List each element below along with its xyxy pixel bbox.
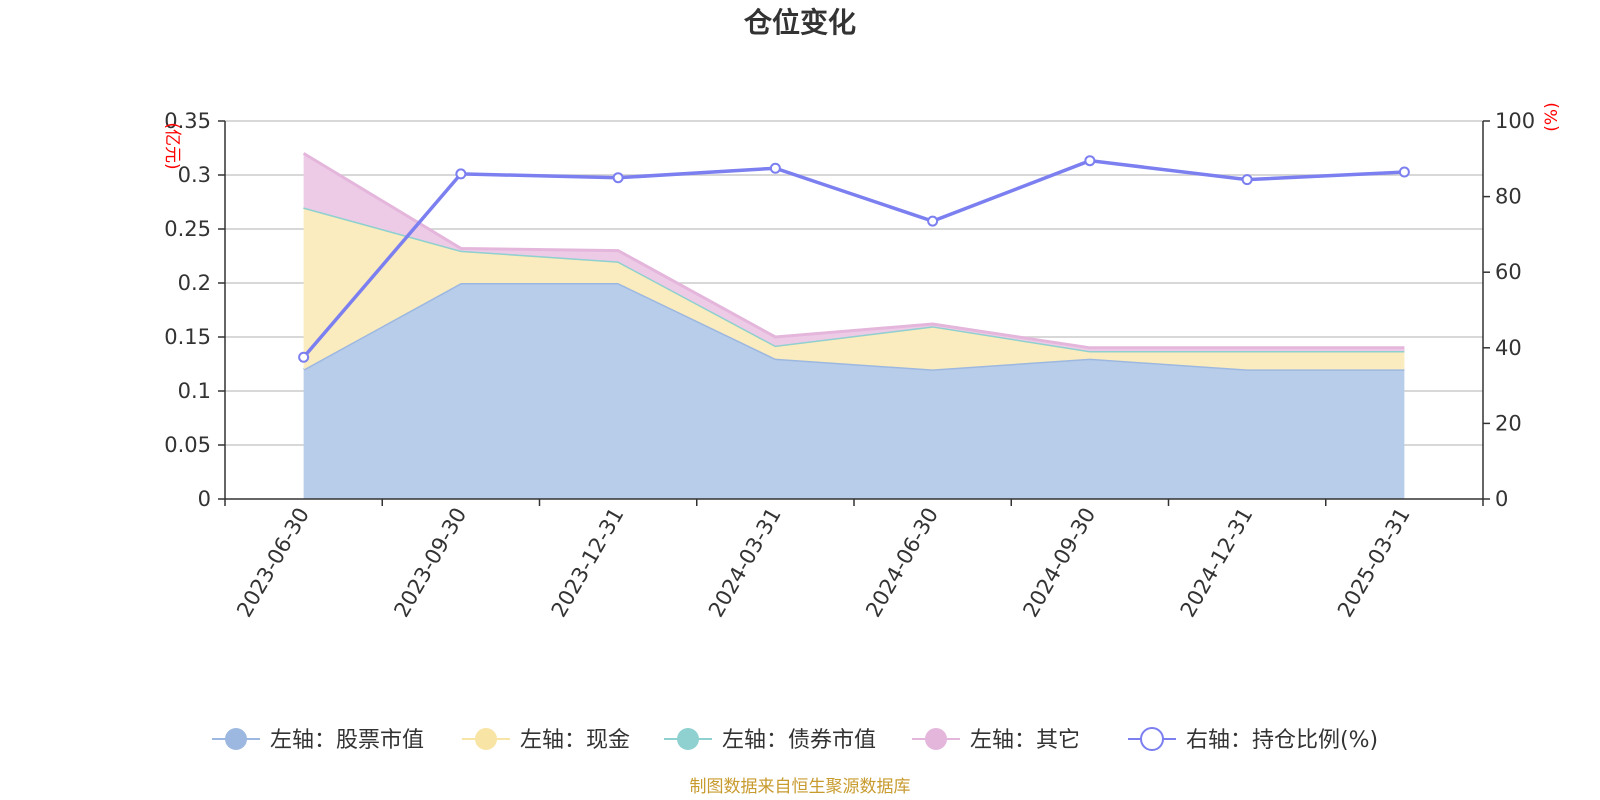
left-tick-label: 0 [198,487,211,511]
ratio-point [298,351,310,363]
ratio-point [612,172,624,184]
area-1 [303,283,1405,499]
legend-label-1: 左轴：股票市值 [270,728,424,753]
legend: 左轴：股票市值 左轴：现金 左轴：债券市值 左轴：其它 右轴：持仓比例(%) [212,727,1378,753]
legend-label-3: 左轴：债券市值 [722,728,876,753]
source-note: 制图数据来自恒生聚源数据库 [690,777,911,797]
ratio-point [769,162,781,174]
left-tick-label: 0.2 [178,271,211,295]
right-tick-label: 60 [1495,260,1522,284]
left-tick-label: 0.25 [164,217,211,241]
right-tick-label: 20 [1495,411,1522,435]
x-tick-label: 2024-12-31 [1176,504,1258,622]
left-tick-label: 0.3 [178,163,211,187]
ratio-point [1241,174,1253,186]
area-4 [303,153,1405,352]
right-tick-label: 80 [1495,185,1522,209]
x-tick-label: 2025-03-31 [1333,504,1415,622]
ratio-line [302,158,1405,359]
x-tick-label: 2024-03-31 [704,504,786,622]
right-tick-label: 100 [1495,109,1535,133]
ratio-point [1084,155,1096,167]
left-axis-unit: (亿元) [162,122,182,169]
legend-marker-1 [225,728,247,750]
ratio-point [455,168,467,180]
legend-marker-2 [475,728,497,750]
legend-marker-4 [925,728,947,750]
legend-label-5: 右轴：持仓比例(%) [1186,728,1378,753]
right-tick-label: 0 [1495,487,1508,511]
x-tick-label: 2023-09-30 [389,504,471,622]
area-edge-4 [302,152,1405,350]
legend-label-2: 左轴：现金 [520,728,630,753]
x-tick-label: 2023-12-31 [547,504,629,622]
left-tick-label: 0.15 [164,325,211,349]
left-tick-label: 0.1 [178,379,211,403]
chart-title: 仓位变化 [744,6,856,39]
right-axis-unit: (%) [1542,102,1562,131]
legend-marker-3 [677,728,699,750]
x-tick-label: 2024-09-30 [1018,504,1100,622]
right-tick-label: 40 [1495,336,1522,360]
legend-label-4: 左轴：其它 [970,728,1080,753]
ratio-point [1398,166,1410,178]
stacked-areas [302,152,1405,499]
x-tick-label: 2023-06-30 [232,504,314,622]
ratio-point [927,215,939,227]
left-tick-label: 0.35 [164,109,211,133]
x-tick-label: 2024-06-30 [861,504,943,622]
left-tick-label: 0.05 [164,433,211,457]
ratio-line-series [298,155,1410,363]
legend-marker-5 [1140,727,1164,751]
